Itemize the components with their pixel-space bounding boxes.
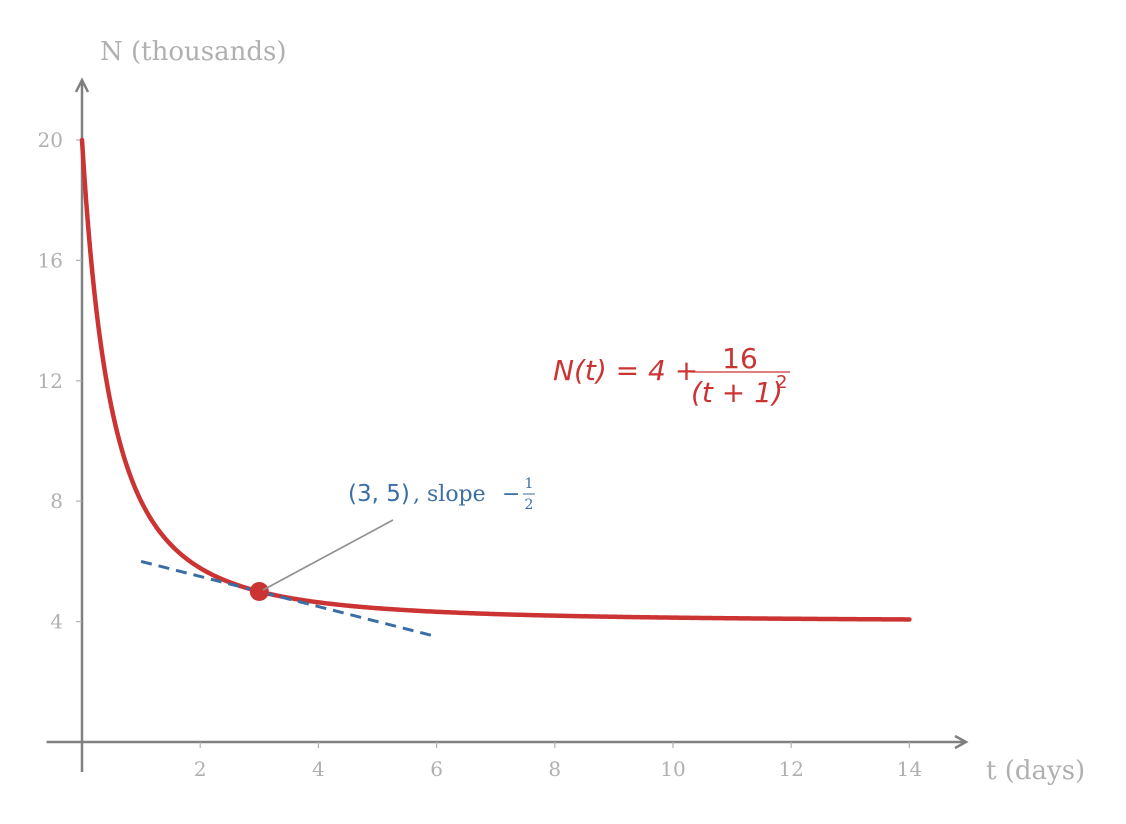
y-axis-title: N (thousands) xyxy=(100,37,286,67)
point-slope-denominator: 2 xyxy=(525,497,534,513)
curve-line xyxy=(79,137,912,622)
x-tick-label: 10 xyxy=(660,757,685,781)
tangent-line xyxy=(140,559,437,639)
point-annotation: (3, 5) , slope − 1 2 xyxy=(262,476,535,591)
x-tick-label: 6 xyxy=(430,757,443,781)
point-slope-numerator: 1 xyxy=(525,476,534,492)
x-tick-label: 14 xyxy=(897,757,922,781)
point-coords: (3, 5) xyxy=(348,481,410,507)
y-axis-arrow xyxy=(74,77,90,93)
x-tick-label: 12 xyxy=(778,757,803,781)
x-tick-label: 4 xyxy=(312,757,325,781)
tangent-point xyxy=(249,582,269,601)
y-tick-label: 12 xyxy=(38,369,63,393)
formula-denominator: (t + 1) xyxy=(691,376,783,409)
formula-numerator: 16 xyxy=(722,342,758,375)
x-tick-label: 8 xyxy=(548,757,561,781)
y-tick-label: 16 xyxy=(38,248,63,272)
x-tick-label: 2 xyxy=(194,757,207,781)
point-slope-minus: − xyxy=(502,482,520,507)
axes xyxy=(46,77,969,772)
y-tick-label: 4 xyxy=(50,610,63,634)
formula-exponent: 2 xyxy=(776,372,787,393)
y-tick-label: 20 xyxy=(38,128,63,152)
x-axis-arrow xyxy=(954,734,969,750)
annotation-leader-line xyxy=(262,519,394,591)
x-axis-title: t (days) xyxy=(986,756,1085,786)
formula-lhs: N(t) = 4 + xyxy=(553,354,698,387)
point-slope-text: , slope xyxy=(413,482,486,507)
formula-annotation: N(t) = 4 + 16 (t + 1) 2 xyxy=(553,342,790,409)
y-tick-label: 8 xyxy=(50,489,63,513)
plot-series xyxy=(79,137,912,639)
